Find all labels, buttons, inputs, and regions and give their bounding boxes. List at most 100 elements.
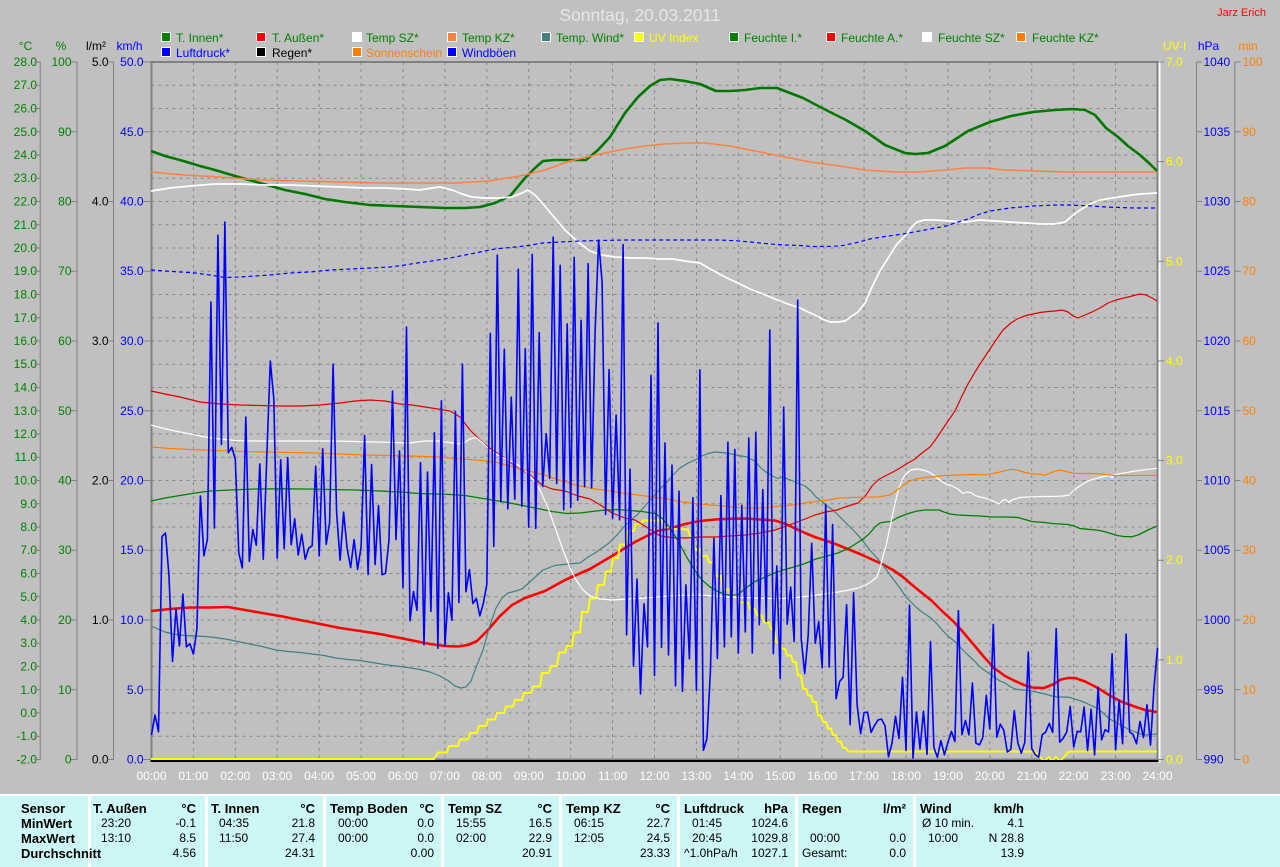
svg-text:70: 70 xyxy=(58,264,72,278)
svg-text:50.0: 50.0 xyxy=(120,55,144,69)
svg-text:60: 60 xyxy=(1243,334,1257,348)
svg-text:30.0: 30.0 xyxy=(120,334,144,348)
svg-text:1.0: 1.0 xyxy=(1166,653,1183,667)
svg-text:3.0: 3.0 xyxy=(92,334,109,348)
svg-text:22:00: 22:00 xyxy=(1059,769,1089,783)
svg-text:8.0: 8.0 xyxy=(20,520,37,534)
svg-text:03:00: 03:00 xyxy=(262,769,292,783)
svg-text:24:00: 24:00 xyxy=(1142,769,1172,783)
svg-text:990: 990 xyxy=(1204,753,1224,767)
svg-text:°C: °C xyxy=(19,39,33,53)
svg-text:1.0: 1.0 xyxy=(20,683,37,697)
svg-text:9.0: 9.0 xyxy=(20,497,37,511)
svg-text:07:00: 07:00 xyxy=(430,769,460,783)
svg-text:5.0: 5.0 xyxy=(127,683,144,697)
svg-text:1040: 1040 xyxy=(1204,55,1231,69)
svg-text:km/h: km/h xyxy=(116,39,142,53)
svg-text:6.0: 6.0 xyxy=(20,567,37,581)
svg-text:60: 60 xyxy=(58,334,72,348)
svg-text:14:00: 14:00 xyxy=(723,769,753,783)
svg-text:2.0: 2.0 xyxy=(1166,553,1183,567)
svg-text:11:00: 11:00 xyxy=(598,769,627,783)
svg-text:1030: 1030 xyxy=(1204,195,1231,209)
svg-text:13.0: 13.0 xyxy=(14,404,38,418)
svg-text:23:00: 23:00 xyxy=(1101,769,1131,783)
svg-text:%: % xyxy=(56,39,67,53)
svg-text:1025: 1025 xyxy=(1204,264,1231,278)
svg-text:23.0: 23.0 xyxy=(14,171,38,185)
svg-text:09:00: 09:00 xyxy=(514,769,544,783)
svg-text:4.0: 4.0 xyxy=(20,613,37,627)
svg-text:4.0: 4.0 xyxy=(1166,354,1183,368)
svg-text:12:00: 12:00 xyxy=(639,769,669,783)
svg-text:1020: 1020 xyxy=(1204,334,1231,348)
svg-text:0.0: 0.0 xyxy=(127,753,144,767)
svg-text:16.0: 16.0 xyxy=(14,334,38,348)
svg-text:7.0: 7.0 xyxy=(20,543,37,557)
svg-text:1010: 1010 xyxy=(1204,474,1231,488)
svg-text:10.0: 10.0 xyxy=(14,474,38,488)
svg-text:04:00: 04:00 xyxy=(304,769,334,783)
svg-text:01:00: 01:00 xyxy=(178,769,208,783)
svg-text:4.0: 4.0 xyxy=(92,195,109,209)
svg-text:15.0: 15.0 xyxy=(120,543,144,557)
svg-text:16:00: 16:00 xyxy=(807,769,837,783)
svg-text:100: 100 xyxy=(1243,55,1263,69)
svg-text:7.0: 7.0 xyxy=(1166,55,1183,69)
svg-text:0.0: 0.0 xyxy=(1166,753,1183,767)
svg-text:-2.0: -2.0 xyxy=(16,753,37,767)
svg-text:20.0: 20.0 xyxy=(14,241,38,255)
svg-text:13:00: 13:00 xyxy=(681,769,711,783)
svg-text:22.0: 22.0 xyxy=(14,195,38,209)
svg-text:18.0: 18.0 xyxy=(14,288,38,302)
svg-text:995: 995 xyxy=(1204,683,1224,697)
svg-text:0.0: 0.0 xyxy=(20,706,37,720)
svg-text:5.0: 5.0 xyxy=(1166,254,1183,268)
svg-text:5.0: 5.0 xyxy=(92,55,109,69)
svg-text:08:00: 08:00 xyxy=(472,769,502,783)
svg-text:80: 80 xyxy=(1243,195,1257,209)
svg-text:10:00: 10:00 xyxy=(556,769,586,783)
svg-text:02:00: 02:00 xyxy=(220,769,250,783)
svg-text:21.0: 21.0 xyxy=(14,218,38,232)
svg-text:3.0: 3.0 xyxy=(1166,454,1183,468)
svg-text:20:00: 20:00 xyxy=(975,769,1005,783)
svg-text:hPa: hPa xyxy=(1198,39,1220,53)
svg-text:5.0: 5.0 xyxy=(20,590,37,604)
svg-text:10: 10 xyxy=(1243,683,1257,697)
svg-text:05:00: 05:00 xyxy=(346,769,376,783)
svg-text:6.0: 6.0 xyxy=(1166,155,1183,169)
svg-text:26.0: 26.0 xyxy=(14,102,38,116)
svg-text:18:00: 18:00 xyxy=(891,769,921,783)
svg-text:1035: 1035 xyxy=(1204,125,1231,139)
svg-text:35.0: 35.0 xyxy=(120,264,144,278)
svg-text:40: 40 xyxy=(58,474,72,488)
svg-text:27.0: 27.0 xyxy=(14,78,38,92)
svg-text:20.0: 20.0 xyxy=(120,474,144,488)
svg-text:15.0: 15.0 xyxy=(14,357,38,371)
svg-text:-1.0: -1.0 xyxy=(16,729,37,743)
svg-text:1015: 1015 xyxy=(1204,404,1231,418)
svg-text:70: 70 xyxy=(1243,264,1257,278)
svg-text:12.0: 12.0 xyxy=(14,427,38,441)
svg-text:25.0: 25.0 xyxy=(14,125,38,139)
svg-text:20: 20 xyxy=(58,613,72,627)
svg-text:UV-I: UV-I xyxy=(1163,39,1186,53)
svg-text:100: 100 xyxy=(51,55,71,69)
svg-text:1000: 1000 xyxy=(1204,613,1231,627)
svg-text:30: 30 xyxy=(1243,543,1257,557)
svg-text:15:00: 15:00 xyxy=(765,769,795,783)
svg-text:3.0: 3.0 xyxy=(20,636,37,650)
svg-text:0.0: 0.0 xyxy=(92,753,109,767)
svg-text:28.0: 28.0 xyxy=(14,55,38,69)
svg-text:2.0: 2.0 xyxy=(20,660,37,674)
svg-text:2.0: 2.0 xyxy=(92,474,109,488)
svg-text:min: min xyxy=(1238,39,1257,53)
svg-text:1.0: 1.0 xyxy=(92,613,109,627)
svg-text:21:00: 21:00 xyxy=(1017,769,1047,783)
svg-text:17:00: 17:00 xyxy=(849,769,879,783)
svg-text:50: 50 xyxy=(1243,404,1257,418)
svg-text:00:00: 00:00 xyxy=(136,769,166,783)
svg-text:1005: 1005 xyxy=(1204,543,1231,557)
svg-text:06:00: 06:00 xyxy=(388,769,418,783)
